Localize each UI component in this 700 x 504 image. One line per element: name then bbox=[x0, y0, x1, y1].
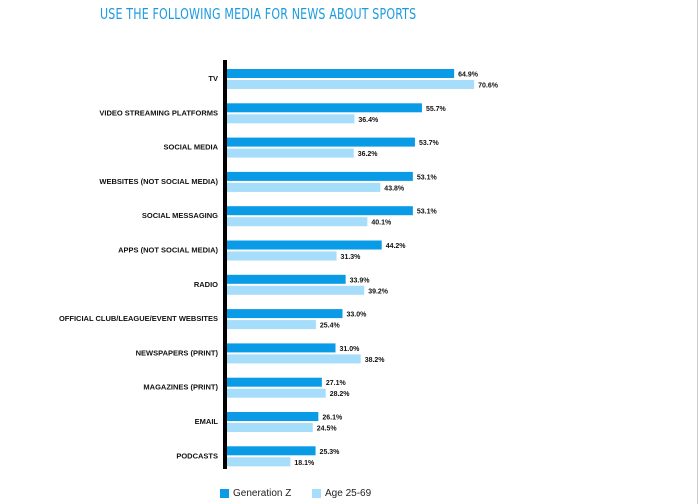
data-label: 39.2% bbox=[368, 288, 389, 295]
category-label: EMAIL bbox=[195, 417, 219, 426]
bar-generation-z bbox=[227, 171, 413, 181]
data-label: 43.8% bbox=[384, 185, 405, 192]
category-label: SOCIAL MESSAGING bbox=[142, 211, 218, 220]
bar-generation-z bbox=[227, 412, 319, 421]
bar-generation-z bbox=[227, 343, 336, 353]
data-label: 64.9% bbox=[458, 72, 479, 79]
data-label: 38.2% bbox=[365, 357, 386, 364]
legend-item-age-25-69: Age 25-69 bbox=[312, 488, 371, 499]
category-label: PODCASTS bbox=[176, 451, 218, 460]
data-label: 25.3% bbox=[320, 449, 341, 456]
data-label: 26.1% bbox=[322, 415, 343, 422]
category-label: VIDEO STREAMING PLATFORMS bbox=[99, 108, 218, 117]
bar-age-25-69 bbox=[227, 148, 354, 158]
data-label: 70.6% bbox=[478, 83, 499, 90]
legend-item-generation-z: Generation Z bbox=[220, 488, 291, 499]
category-label: RADIO bbox=[194, 280, 218, 289]
data-label: 33.9% bbox=[350, 277, 371, 284]
category-label: WEBSITES (NOT SOCIAL MEDIA) bbox=[99, 177, 218, 186]
bar-generation-z bbox=[227, 240, 382, 250]
data-label: 31.3% bbox=[341, 254, 362, 261]
data-label: 33.0% bbox=[347, 312, 368, 319]
bar-age-25-69 bbox=[227, 320, 316, 330]
y-axis-line bbox=[223, 60, 227, 469]
bar-age-25-69 bbox=[227, 114, 355, 124]
data-label: 28.2% bbox=[330, 391, 351, 398]
bar-age-25-69 bbox=[227, 388, 326, 398]
bar-generation-z bbox=[227, 103, 422, 113]
legend-swatch bbox=[312, 489, 321, 498]
data-label: 24.5% bbox=[317, 426, 338, 433]
bar-age-25-69 bbox=[227, 251, 337, 261]
bar-age-25-69 bbox=[227, 457, 291, 467]
category-label: APPS (NOT SOCIAL MEDIA) bbox=[118, 246, 218, 255]
data-label: 36.2% bbox=[358, 151, 379, 158]
data-label: 25.4% bbox=[320, 323, 341, 330]
legend-swatch bbox=[220, 489, 229, 498]
bar-age-25-69 bbox=[227, 217, 368, 227]
bar-age-25-69 bbox=[227, 423, 313, 432]
category-label: MAGAZINES (PRINT) bbox=[143, 383, 218, 392]
category-label: SOCIAL MEDIA bbox=[164, 143, 219, 152]
legend-label: Age 25-69 bbox=[325, 488, 372, 499]
bar-generation-z bbox=[227, 446, 316, 456]
bar-age-25-69 bbox=[227, 80, 475, 89]
data-label: 18.1% bbox=[294, 460, 315, 467]
chart-title: USE THE FOLLOWING MEDIA FOR NEWS ABOUT S… bbox=[100, 5, 417, 23]
bar-age-25-69 bbox=[227, 285, 365, 295]
data-label: 36.4% bbox=[358, 117, 379, 124]
data-label: 31.0% bbox=[340, 346, 361, 353]
data-label: 27.1% bbox=[326, 380, 347, 387]
bar-generation-z bbox=[227, 206, 413, 216]
data-label: 44.2% bbox=[386, 243, 407, 250]
data-label: 53.1% bbox=[417, 209, 438, 216]
bar-generation-z bbox=[227, 69, 455, 78]
bar-generation-z bbox=[227, 309, 343, 319]
bar-age-25-69 bbox=[227, 354, 361, 364]
category-label: NEWSPAPERS (PRINT) bbox=[136, 348, 219, 357]
bar-age-25-69 bbox=[227, 182, 381, 192]
page-edge-divider bbox=[697, 0, 698, 504]
data-label: 40.1% bbox=[371, 220, 392, 227]
bar-generation-z bbox=[227, 137, 415, 147]
data-label: 53.1% bbox=[417, 174, 438, 181]
category-label: TV bbox=[208, 74, 218, 83]
bar-generation-z bbox=[227, 377, 322, 387]
legend-label: Generation Z bbox=[233, 488, 292, 499]
bar-generation-z bbox=[227, 274, 346, 284]
category-label: OFFICIAL CLUB/LEAGUE/EVENT WEBSITES bbox=[59, 314, 218, 323]
data-label: 55.7% bbox=[426, 106, 447, 113]
data-label: 53.7% bbox=[419, 140, 440, 147]
